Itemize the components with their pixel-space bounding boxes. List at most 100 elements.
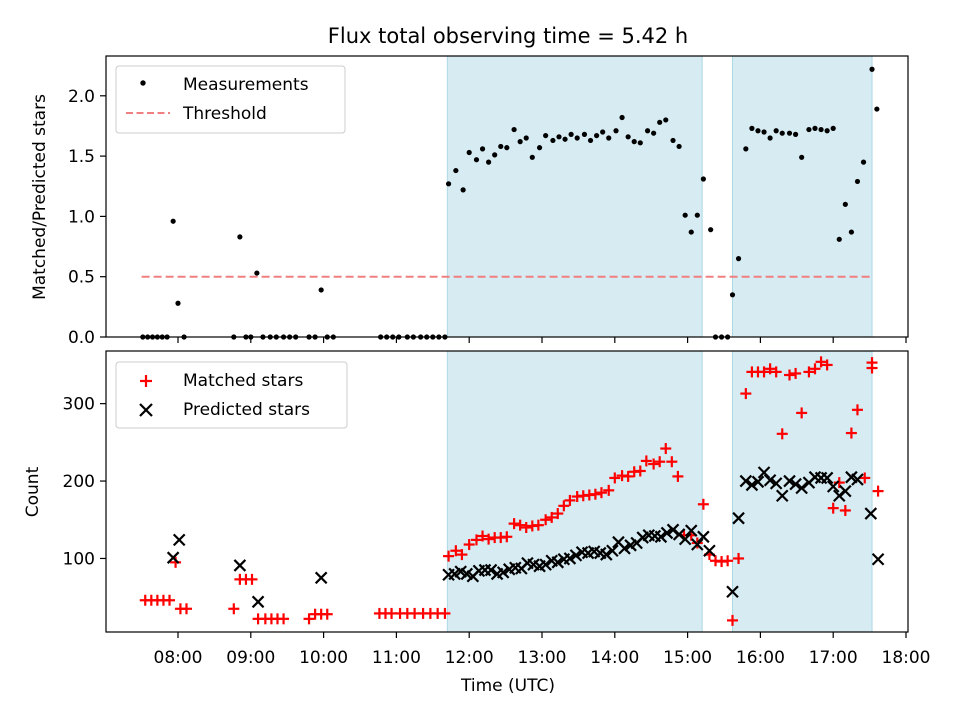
matched-star-point: [648, 458, 660, 470]
measurement-point: [625, 134, 631, 140]
matched-star-point: [815, 356, 827, 368]
matched-star-point: [228, 603, 240, 615]
count-panel: 100 200 300 08:00 09:00 10:00 11:00 12:00 13:00…: [23, 350, 931, 696]
matched-star-point: [851, 404, 863, 416]
matched-star-point: [640, 455, 652, 467]
predicted-star-point: [684, 524, 698, 537]
ratio-observing-bands: [446, 55, 873, 338]
measurement-point: [574, 135, 580, 141]
matched-star-point: [564, 494, 576, 506]
ratio-panel: 0.00.51.01.52.0 Matched/Predicted stars …: [30, 55, 909, 348]
ratio-y-tick-label: 1.0: [68, 207, 95, 227]
matched-star-point: [508, 518, 520, 530]
matched-star-point: [697, 498, 709, 510]
matched-star-point: [514, 519, 526, 531]
predicted-star-point: [251, 595, 265, 609]
measurement-point: [504, 145, 510, 151]
measurement-point: [842, 201, 848, 207]
measurement-point: [613, 128, 619, 134]
matched-star-point: [866, 362, 878, 374]
measurement-point: [786, 130, 793, 136]
predicted-legend-label: Predicted stars: [183, 400, 310, 420]
measurement-point: [735, 256, 742, 262]
predicted-star-point: [660, 526, 674, 540]
matched-star-point: [546, 511, 558, 523]
count-y-tick-label: 100: [63, 549, 95, 569]
matched-star-point: [443, 550, 455, 562]
matched-star-point: [532, 519, 544, 531]
measurement-point: [445, 181, 452, 187]
measurement-point: [556, 134, 562, 140]
measurement-point: [700, 176, 706, 182]
predicted-star-point: [775, 489, 789, 503]
predicted-star-point: [563, 552, 577, 565]
predicted-star-point: [569, 549, 583, 562]
predicted-star-point: [654, 530, 668, 544]
matched-star-point: [622, 470, 634, 482]
measurements-series: [140, 66, 880, 340]
matched-star-point: [589, 488, 601, 500]
measurement-point: [670, 137, 676, 144]
measurements-legend-marker: [140, 80, 146, 86]
measurement-point: [237, 234, 243, 240]
count-legend-box: [115, 361, 348, 429]
measurement-point: [473, 157, 480, 163]
ratio-legend-box: [115, 65, 346, 134]
predicted-star-point: [789, 477, 802, 491]
measurement-point: [536, 145, 543, 151]
matched-star-point: [784, 369, 796, 381]
matched-star-point: [609, 472, 621, 484]
ratio-y-tick-label: 1.5: [68, 147, 95, 167]
measurement-point: [743, 146, 749, 152]
matched-star-point: [470, 534, 482, 546]
ratio-y-axis-label: Matched/Predicted stars: [30, 94, 50, 300]
matched-star-point: [450, 545, 462, 557]
count-observing-bands: [446, 350, 873, 633]
measurement-point: [562, 136, 568, 142]
measurement-point: [767, 135, 773, 141]
measurement-point: [824, 128, 830, 134]
predicted-star-point: [839, 484, 852, 498]
predicted-star-point: [751, 475, 765, 489]
predicted-star-point: [606, 544, 619, 557]
measurements-legend-label: Measurements: [183, 75, 309, 95]
predicted-star-point: [697, 530, 710, 544]
matched-star-point: [303, 613, 315, 625]
matched-legend-marker: [140, 375, 152, 387]
measurement-point: [860, 159, 867, 165]
count-observing-band-2: [731, 350, 873, 633]
matched-star-point: [456, 549, 468, 561]
matched-star-point: [321, 608, 333, 620]
predicted-star-point: [600, 548, 613, 561]
x-tick-label: 18:00: [882, 648, 931, 668]
matched-legend-label: Matched stars: [183, 371, 303, 391]
matched-star-point: [809, 363, 821, 375]
predicted-star-point: [496, 566, 510, 579]
predicted-star-point: [763, 473, 777, 487]
x-tick-label: 11:00: [372, 648, 421, 668]
matched-star-point: [477, 530, 489, 542]
matched-star-point: [634, 465, 646, 477]
x-tick-label: 09:00: [226, 648, 275, 668]
matched-star-point: [726, 614, 738, 626]
predicted-star-point: [618, 542, 631, 555]
matched-star-point: [501, 531, 513, 543]
measurement-point: [761, 129, 767, 135]
matched-star-point: [821, 359, 833, 371]
matched-star-point: [483, 533, 495, 545]
measurement-point: [749, 125, 755, 131]
x-tick-label: 10:00: [299, 648, 348, 668]
matched-star-point: [552, 508, 564, 520]
predicted-star-point: [820, 471, 834, 485]
measurement-point: [812, 125, 818, 131]
predicted-star-point: [726, 585, 739, 599]
measurement-point: [657, 119, 663, 125]
predicted-star-point: [871, 552, 885, 566]
matched-star-point: [733, 552, 745, 564]
measurement-point: [792, 131, 799, 137]
matched-star-point: [164, 594, 176, 606]
x-axis-label: Time (UTC): [460, 676, 555, 696]
predicted-legend-marker: [139, 403, 153, 417]
matched-star-point: [520, 521, 532, 533]
